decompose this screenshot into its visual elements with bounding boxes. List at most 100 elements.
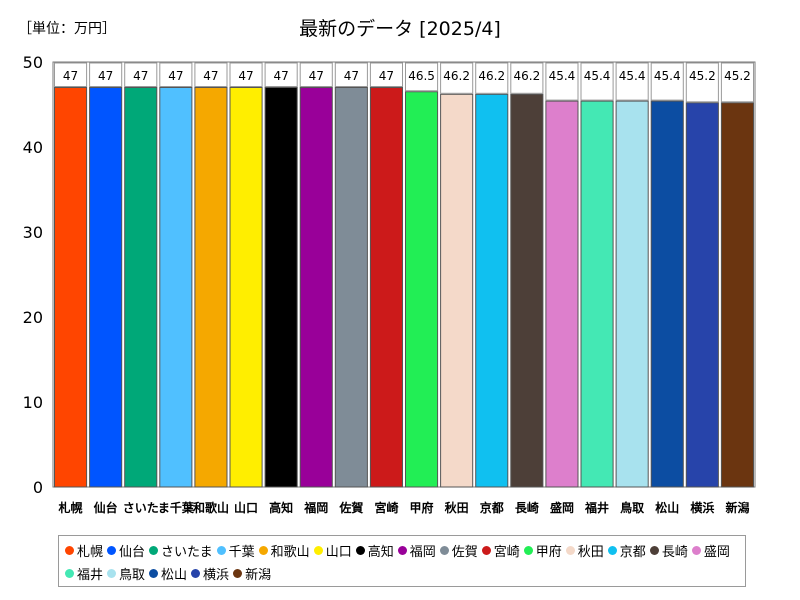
- x-tick-label: 仙台: [94, 500, 118, 515]
- legend-item: 甲府: [523, 541, 562, 560]
- legend-marker: [258, 546, 268, 555]
- data-label: 46.2: [478, 69, 505, 83]
- x-tick-label: 和歌山: [192, 500, 229, 515]
- data-label: 47: [203, 69, 218, 83]
- legend-marker: [107, 546, 117, 555]
- data-label: 45.4: [549, 69, 576, 83]
- x-tick-label: 長崎: [515, 500, 539, 515]
- data-label-box: [440, 62, 474, 94]
- data-label: 47: [238, 69, 253, 83]
- data-label: 45.2: [724, 69, 751, 83]
- x-tick-label: 松山: [655, 500, 679, 515]
- legend-item: 鳥取: [107, 564, 145, 583]
- x-tick-label: さいた: [123, 501, 159, 515]
- bar-福井: [580, 100, 614, 488]
- data-label-box: [369, 62, 403, 87]
- data-label-box: [545, 62, 579, 101]
- legend-marker: [149, 546, 159, 555]
- legend-label: 高知: [367, 545, 394, 560]
- legend-marker: [523, 546, 533, 555]
- bar-盛岡: [545, 100, 579, 488]
- legend-label: 宮崎: [493, 545, 520, 560]
- legend-marker: [107, 569, 117, 578]
- legend-marker: [191, 569, 201, 578]
- bar-さいたま: [124, 87, 158, 488]
- legend-item: 京都: [607, 541, 646, 560]
- x-tick-label: 高知: [269, 500, 293, 515]
- legend-label: 松山: [161, 568, 188, 583]
- data-label: 47: [379, 69, 394, 83]
- data-label: 47: [168, 69, 183, 83]
- x-tick-label: 鳥取: [620, 500, 644, 515]
- bar-山口: [229, 87, 263, 488]
- data-label: 47: [274, 69, 289, 83]
- y-tick-label: 20: [23, 308, 43, 327]
- x-tick-label: 山口: [234, 500, 258, 515]
- data-label-box: [334, 62, 368, 87]
- bar-仙台: [89, 87, 123, 488]
- legend-item: 札幌: [65, 541, 103, 560]
- x-tick-label: 札幌: [58, 500, 83, 515]
- legend-marker: [481, 546, 491, 555]
- legend-marker: [149, 569, 159, 578]
- x-tick-label: 盛岡: [550, 500, 574, 515]
- legend-item: 仙台: [107, 541, 145, 560]
- x-tick-label: ま千葉: [158, 500, 195, 515]
- legend-item: 高知: [355, 541, 394, 560]
- y-tick-label: 50: [23, 53, 43, 72]
- data-label: 47: [63, 69, 78, 83]
- legend-label: 盛岡: [703, 545, 730, 560]
- legend-item: 宮崎: [481, 541, 520, 560]
- x-tick-label: 甲府: [410, 500, 434, 515]
- legend-marker: [233, 569, 243, 578]
- data-label-box: [264, 62, 298, 87]
- data-label: 46.2: [443, 69, 470, 83]
- legend: 札幌 仙台 さいたま 千葉 和歌山 山口 高知 福岡 佐賀 宮崎 甲府 秋田 京都 長崎 盛岡 福井 鳥取 松山横…: [58, 535, 746, 587]
- legend-label: 和歌山: [270, 545, 310, 560]
- legend-marker: [691, 546, 701, 555]
- data-label: 45.2: [689, 69, 716, 83]
- data-label: 47: [133, 69, 148, 83]
- data-label: 46.5: [408, 69, 435, 83]
- data-label: 47: [98, 69, 113, 83]
- chart-title: 最新のデータ [2025/4]: [299, 18, 501, 40]
- legend-marker: [65, 569, 74, 578]
- legend-item: 新潟: [233, 564, 271, 583]
- legend-label: 甲府: [535, 545, 562, 560]
- legend-marker: [65, 546, 74, 555]
- plot-frame: [52, 61, 756, 488]
- bar-宮崎: [369, 87, 403, 488]
- y-tick-label: 30: [23, 223, 43, 242]
- bar-甲府: [405, 91, 439, 488]
- data-label-box: [124, 62, 158, 87]
- legend-label: 福岡: [409, 545, 436, 560]
- legend-marker: [216, 546, 226, 555]
- data-label-box: [229, 62, 263, 87]
- bar-秋田: [440, 93, 474, 488]
- legend-item: 長崎: [649, 541, 688, 560]
- data-label-box: [405, 62, 439, 92]
- bar-松山: [650, 100, 684, 488]
- bar-鳥取: [615, 100, 649, 488]
- legend-item: さいたま: [149, 541, 213, 560]
- data-label-box: [299, 62, 333, 87]
- legend-marker: [355, 546, 365, 555]
- bar-chart: 0 10 20 30 40 50 47 札幌 47 仙台 47 さいた 47 ま千葉 47 和歌山 47 山口 4…: [23, 53, 756, 515]
- legend-item: 千葉: [216, 541, 255, 560]
- legend-label: さいたま: [161, 545, 213, 560]
- bar-長崎: [510, 93, 544, 488]
- bar-京都: [475, 93, 509, 488]
- legend-marker: [565, 546, 575, 555]
- legend-item: 秋田: [565, 541, 604, 560]
- y-tick-label: 10: [23, 393, 43, 412]
- data-label-box: [615, 62, 649, 101]
- legend-label: 鳥取: [119, 568, 146, 583]
- legend-marker: [649, 546, 659, 555]
- legend-label: 山口: [325, 545, 352, 560]
- data-label-box: [159, 62, 193, 87]
- bar-札幌: [54, 87, 88, 488]
- legend-label: 新潟: [245, 568, 272, 583]
- data-label-box: [54, 62, 88, 87]
- legend-label: 京都: [619, 545, 646, 560]
- x-tick-label: 福井: [584, 500, 609, 515]
